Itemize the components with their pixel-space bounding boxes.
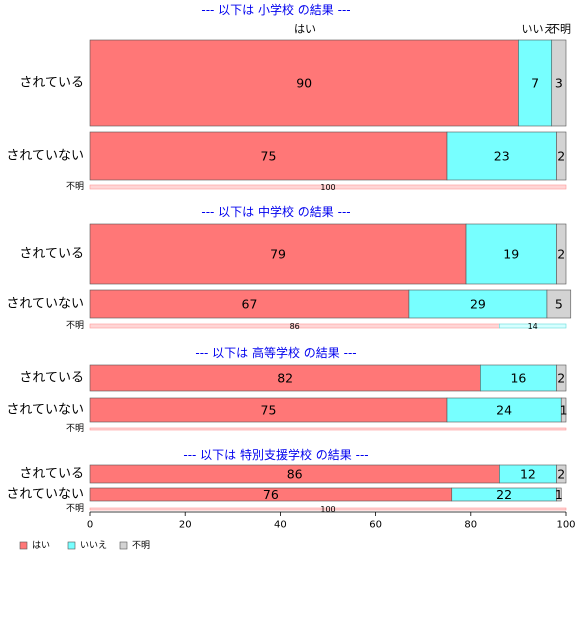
bar-label-3-1-2: 1 (555, 487, 563, 502)
bar-label-0-0-1: 7 (531, 76, 539, 91)
bar-label-2-1-1: 24 (496, 403, 512, 418)
x-tick-label-5: 100 (556, 520, 575, 531)
bar-3-2-0 (89, 507, 567, 511)
x-tick-label-0: 0 (87, 520, 93, 531)
bar-3-1-2 (556, 487, 562, 502)
category-label-1-0: されている (19, 247, 84, 262)
legend-label-0: はい (32, 540, 50, 551)
bar-1-1-0 (89, 289, 410, 319)
bar-0-0-2 (551, 39, 567, 127)
bar-label-0-1-2: 2 (557, 149, 565, 164)
bar-2-0-2 (556, 364, 567, 392)
legend-swatch-1 (67, 541, 76, 550)
bar-label-0-0-2: 3 (555, 76, 563, 91)
bar-2-1-2 (560, 397, 567, 423)
category-label-1-1: されていない (6, 297, 84, 312)
x-tick-label-3: 60 (369, 520, 382, 531)
bar-label-1-0-2: 2 (557, 247, 565, 262)
bar-label-1-1-1: 29 (470, 297, 486, 312)
x-tick-label-4: 80 (464, 520, 477, 531)
bar-label-2-0-1: 16 (510, 371, 526, 386)
legend-label-1: いいえ (80, 540, 107, 551)
bar-label-2-0-0: 82 (277, 371, 293, 386)
category-label-3-0: されている (19, 467, 84, 482)
bar-1-0-2 (556, 223, 567, 285)
bar-label-1-1-2: 5 (555, 297, 563, 312)
bar-label-1-0-0: 79 (270, 247, 286, 262)
bar-label-3-1-0: 76 (263, 487, 279, 502)
bar-1-0-1 (465, 223, 557, 285)
bar-label-3-1-1: 22 (496, 487, 512, 502)
bar-label-0-0-0: 90 (296, 76, 312, 91)
column-header-0: はい (294, 23, 316, 36)
panel-title-3: --- 以下は 特別支援学校 の結果 --- (183, 447, 368, 462)
bar-0-1-1 (446, 131, 557, 181)
category-label-0-2: 不明 (66, 181, 84, 192)
bar-2-0-1 (480, 364, 557, 392)
category-label-2-2: 不明 (66, 423, 84, 434)
category-label-3-1: されていない (6, 487, 84, 502)
column-header-1: いいえ (522, 23, 555, 36)
bar-label-1-0-1: 19 (503, 247, 519, 262)
panel-title-2: --- 以下は 高等学校 の結果 --- (195, 345, 356, 360)
bar-2-2-0 (89, 427, 567, 431)
bar-2-1-0 (89, 397, 448, 423)
bar-label-1-2-1: 14 (528, 322, 538, 331)
bar-1-2-1 (499, 323, 567, 329)
bar-1-1-1 (408, 289, 548, 319)
bar-0-1-2 (556, 131, 567, 181)
bar-0-1-0 (89, 131, 448, 181)
category-label-0-0: されている (19, 76, 84, 91)
bar-label-0-2-0: 100 (320, 183, 335, 192)
x-tick-label-2: 40 (274, 520, 287, 531)
bar-1-1-2 (546, 289, 572, 319)
category-label-3-2: 不明 (66, 503, 84, 514)
bar-0-0-1 (518, 39, 553, 127)
category-label-1-2: 不明 (66, 320, 84, 331)
bar-label-1-1-0: 67 (242, 297, 258, 312)
bar-2-0-0 (89, 364, 481, 392)
category-label-2-0: されている (19, 371, 84, 386)
x-tick-label-1: 20 (179, 520, 192, 531)
column-header-2: 不明 (549, 23, 571, 36)
bar-label-3-0-0: 86 (287, 467, 303, 482)
bar-0-2-0 (89, 184, 567, 190)
bar-label-2-1-2: 1 (560, 403, 568, 418)
panel-title-1: --- 以下は 中学校 の結果 --- (201, 204, 350, 219)
bar-label-3-2-0: 100 (320, 505, 335, 514)
bar-label-3-0-1: 12 (520, 467, 536, 482)
bar-label-3-0-2: 2 (557, 467, 565, 482)
bar-2-1-1 (446, 397, 562, 423)
bar-label-0-1-0: 75 (261, 149, 277, 164)
bar-label-0-1-1: 23 (494, 149, 510, 164)
category-label-0-1: されていない (6, 149, 84, 164)
bar-label-2-0-2: 2 (557, 371, 565, 386)
panel-title-0: --- 以下は 小学校 の結果 --- (201, 2, 350, 17)
bar-3-0-2 (556, 464, 567, 484)
legend-swatch-0 (19, 541, 28, 550)
bar-label-1-2-0: 86 (290, 322, 300, 331)
bar-label-2-1-0: 75 (261, 403, 277, 418)
category-label-2-1: されていない (6, 403, 84, 418)
legend-label-2: 不明 (132, 540, 150, 551)
legend-swatch-2 (119, 541, 128, 550)
